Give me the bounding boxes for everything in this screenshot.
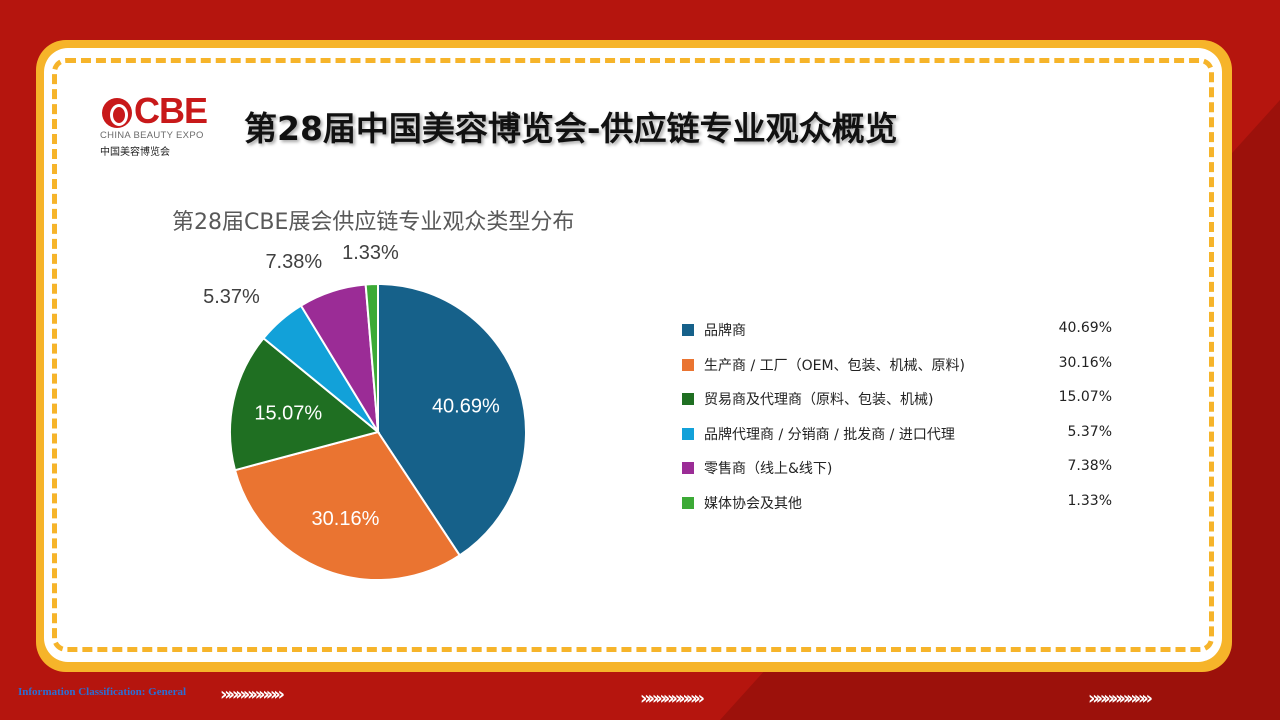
legend-item-1: 生产商 / 工厂（OEM、包装、机械、原料) 30.16% <box>682 353 1122 388</box>
pie-data-label-5: 1.33% <box>342 242 399 264</box>
chart-legend: 品牌商 40.69% 生产商 / 工厂（OEM、包装、机械、原料) 30.16% 贸易商… <box>682 318 1122 526</box>
pie-slice-1 <box>233 430 462 581</box>
content-card <box>44 48 1222 662</box>
dashed-border <box>52 58 1214 652</box>
legend-item-0: 品牌商 40.69% <box>682 318 1122 353</box>
legend-label: 品牌代理商 / 分销商 / 批发商 / 进口代理 <box>704 426 955 443</box>
chart-title: 第28届CBE展会供应链专业观众类型分布 <box>172 210 575 235</box>
legend-label: 媒体协会及其他 <box>704 495 802 512</box>
pie-data-label-3: 5.37% <box>203 286 260 308</box>
chevron-decoration-center: »»»»»»»» <box>640 688 705 709</box>
legend-value: 5.37% <box>1067 423 1112 440</box>
legend-item-4: 零售商（线上&线下) 7.38% <box>682 456 1122 491</box>
logo-chinese: 中国美容博览会 <box>100 147 170 158</box>
legend-value: 1.33% <box>1067 492 1112 509</box>
logo-mark-icon <box>102 98 132 128</box>
pie-slice-2 <box>229 336 381 472</box>
legend-value: 15.07% <box>1058 389 1112 406</box>
pie-data-label-4: 7.38% <box>265 251 322 273</box>
legend-label: 零售商（线上&线下) <box>704 461 833 478</box>
legend-swatch <box>682 358 694 371</box>
legend-swatch <box>682 393 694 406</box>
legend-label: 品牌商 <box>704 323 746 339</box>
legend-swatch <box>682 324 694 336</box>
pie-slice-5 <box>364 282 379 433</box>
legend-item-2: 贸易商及代理商（原料、包装、机械) 15.07% <box>682 387 1122 422</box>
pie-data-label-2: 15.07% <box>254 403 322 425</box>
logo-subtitle: CHINA BEAUTY EXPO <box>100 130 204 141</box>
legend-label: 贸易商及代理商（原料、包装、机械) <box>704 392 934 409</box>
legend-swatch <box>682 427 694 440</box>
legend-value: 40.69% <box>1058 320 1112 336</box>
legend-value: 7.38% <box>1067 458 1112 475</box>
legend-item-5: 媒体协会及其他 1.33% <box>682 491 1122 526</box>
pie-data-label-1: 30.16% <box>312 508 380 530</box>
legend-label: 生产商 / 工厂（OEM、包装、机械、原料) <box>704 357 966 374</box>
classification-label: Information Classification: General <box>18 686 187 698</box>
cbe-logo: CBE CHINA BEAUTY EXPO 中国美容博览会 <box>100 90 230 158</box>
chevron-decoration-right: »»»»»»»» <box>1088 688 1153 709</box>
legend-swatch <box>682 462 694 475</box>
logo-brand: CBE <box>134 90 208 131</box>
chevron-decoration-left: »»»»»»»» <box>220 684 285 705</box>
legend-item-3: 品牌代理商 / 分销商 / 批发商 / 进口代理 5.37% <box>682 422 1122 457</box>
page-title: 第28届中国美容博览会-供应链专业观众概览 <box>244 109 898 148</box>
legend-value: 30.16% <box>1058 354 1112 371</box>
legend-swatch <box>682 496 694 509</box>
pie-data-label-0: 40.69% <box>432 396 500 418</box>
